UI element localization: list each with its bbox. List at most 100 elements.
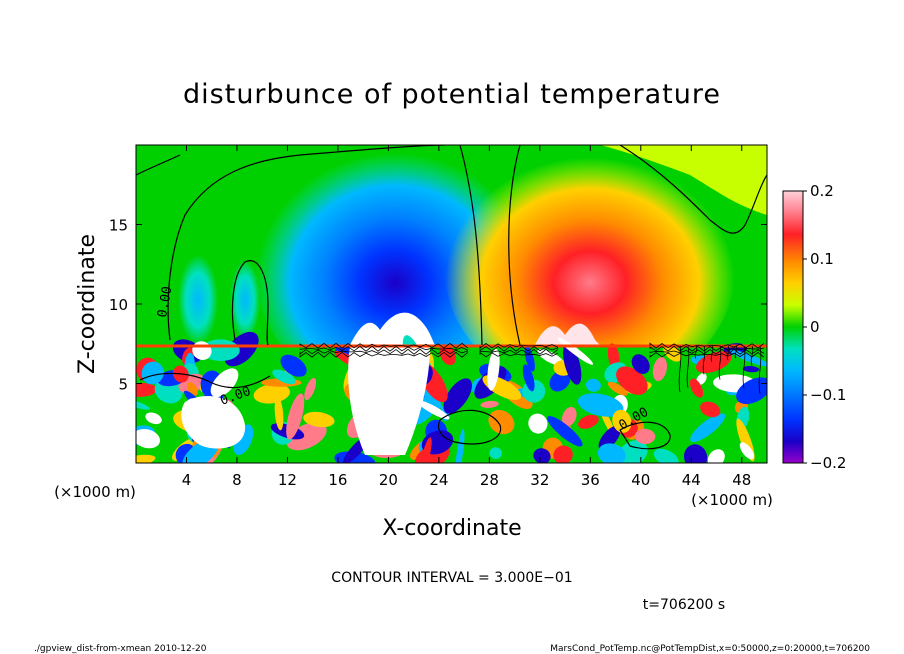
y-tick-label: 5 xyxy=(118,376,128,394)
contour-lower-1 xyxy=(139,372,271,389)
ripple-contour xyxy=(649,345,765,352)
turbulence-blob xyxy=(634,428,656,445)
turbulence-blob xyxy=(607,381,628,396)
x-unit-label: (×1000 m) xyxy=(691,491,773,509)
ripple-contour-vertical xyxy=(702,345,706,375)
turbulence-blob xyxy=(420,437,432,463)
plot-area xyxy=(136,145,767,463)
ripple-contour xyxy=(299,348,469,355)
x-tick-label: 48 xyxy=(732,471,751,489)
x-tick-label: 44 xyxy=(682,471,701,489)
ripple-contour xyxy=(479,348,559,355)
contour-upper-left xyxy=(167,145,446,341)
x-axis-title: X-coordinate xyxy=(382,516,521,541)
ripple-contour xyxy=(649,351,765,358)
time-label: t=706200 s xyxy=(643,597,725,613)
y-axis-title: Z-coordinate xyxy=(75,234,100,374)
ripple-contour-vertical xyxy=(694,345,698,359)
contour-interval: CONTOUR INTERVAL = 3.000E−01 xyxy=(331,570,572,586)
turbulence-blob xyxy=(488,409,515,435)
y-unit-label: (×1000 m) xyxy=(54,483,136,501)
left-cool-cell xyxy=(178,255,218,345)
turbulence-blob xyxy=(136,454,156,463)
turbulence-blob xyxy=(136,428,161,449)
turbulence-blob xyxy=(489,447,502,459)
y-tick-label: 15 xyxy=(109,217,128,235)
ripple-contour-vertical xyxy=(758,345,762,394)
turbulence-blob xyxy=(739,442,755,460)
colorbar-tick-label: 0 xyxy=(810,318,820,336)
ripple-contour-vertical xyxy=(710,345,714,363)
contour-upper-right xyxy=(619,145,767,234)
turbulence-blob xyxy=(631,354,650,374)
central-white-plume xyxy=(348,346,430,455)
colorbar-tick-label: 0.1 xyxy=(810,250,834,268)
turbulence-blob xyxy=(617,440,648,463)
contour-upper-left-edge xyxy=(136,154,181,176)
ripple-contour xyxy=(299,342,469,349)
turbulence-blob xyxy=(598,425,621,451)
turbulence-blob xyxy=(274,396,284,431)
turbulence-blob xyxy=(585,378,601,392)
contour-lower-3 xyxy=(619,421,671,450)
left-white-cell xyxy=(181,395,246,449)
turbulence-blob xyxy=(533,448,551,463)
turbulence-blob xyxy=(524,345,535,372)
ripple-contour-vertical xyxy=(750,345,754,366)
x-tick-label: 4 xyxy=(182,471,192,489)
turbulence-blob xyxy=(653,448,679,463)
turbulence-blob xyxy=(480,400,499,408)
x-tick-label: 24 xyxy=(429,471,448,489)
ripple-contour xyxy=(479,351,559,358)
turbulence-blob xyxy=(439,344,456,366)
colorbar: 0.2 0.1 0 −0.1 −0.2 xyxy=(782,182,846,472)
x-tick-label: 28 xyxy=(480,471,499,489)
turbulence-blob xyxy=(578,414,599,429)
x-tick-label: 16 xyxy=(328,471,347,489)
contours xyxy=(136,145,767,450)
turbulence-blob xyxy=(417,400,450,420)
ripple-contour-vertical xyxy=(726,345,730,361)
turbulence-blob xyxy=(422,389,442,409)
positive-core-white xyxy=(535,323,600,345)
ripple-contour xyxy=(479,345,559,352)
contour-lower-2 xyxy=(437,409,502,445)
colorbar-gradient xyxy=(782,190,804,464)
turbulence-blob xyxy=(577,393,624,417)
turbulence-blob xyxy=(557,337,594,365)
footer-left: ./gpview_dist-from-xmean 2010-12-20 xyxy=(34,644,207,654)
ripple-contour-vertical xyxy=(686,345,690,388)
ripple-contour-vertical xyxy=(734,345,738,359)
contour-label-upper: 0.00 xyxy=(155,285,175,318)
turbulence-blob xyxy=(616,366,648,395)
ripple-contour-vertical xyxy=(742,345,746,389)
turbulence-blob xyxy=(487,348,500,391)
ripple-contour-vertical xyxy=(678,345,682,393)
turbulence-blob xyxy=(286,393,305,440)
turbulence-blob xyxy=(253,383,290,404)
ripple-contour xyxy=(299,351,469,358)
turbulence-blob xyxy=(683,444,708,463)
turbulence-blob xyxy=(455,428,465,463)
turbulence-blob xyxy=(690,413,726,443)
x-axis: 4 8 12 16 20 24 28 32 36 40 44 48 xyxy=(182,145,751,489)
surface-wave-contours xyxy=(299,342,765,394)
upper-yellow-green-band xyxy=(136,145,767,215)
negative-core-white xyxy=(350,312,435,345)
turbulence-blob xyxy=(547,416,583,447)
contour-negative-plume-right xyxy=(459,145,483,346)
ripple-contour xyxy=(479,343,559,349)
x-tick-label: 12 xyxy=(278,471,297,489)
turbulence-blob xyxy=(303,411,335,428)
x-tick-label: 40 xyxy=(631,471,650,489)
turbulence-blob xyxy=(528,413,548,434)
turbulence-blob xyxy=(145,412,162,425)
colorbar-tick-label: −0.1 xyxy=(810,386,846,404)
chart-title: disturbunce of potential temperature xyxy=(183,79,721,110)
contour-left-cell-outer xyxy=(231,260,269,346)
x-tick-label: 20 xyxy=(379,471,398,489)
y-axis: 5 10 15 xyxy=(109,217,767,394)
turbulence-blob xyxy=(136,382,157,397)
turbulence-blob xyxy=(280,354,307,377)
